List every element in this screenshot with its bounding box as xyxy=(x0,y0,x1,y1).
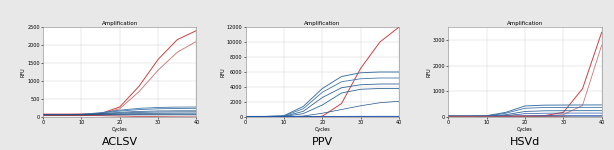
Title: Amplification: Amplification xyxy=(101,21,138,26)
Y-axis label: RFU: RFU xyxy=(21,67,26,77)
Text: HSVd: HSVd xyxy=(510,137,540,147)
X-axis label: Cycles: Cycles xyxy=(314,127,330,132)
Text: PPV: PPV xyxy=(312,137,333,147)
Title: Amplification: Amplification xyxy=(507,21,543,26)
X-axis label: Cycles: Cycles xyxy=(517,127,533,132)
Title: Amplification: Amplification xyxy=(304,21,341,26)
Text: ACLSV: ACLSV xyxy=(102,137,138,147)
X-axis label: Cycles: Cycles xyxy=(112,127,128,132)
Y-axis label: RFU: RFU xyxy=(426,67,431,77)
Y-axis label: RFU: RFU xyxy=(220,67,225,77)
